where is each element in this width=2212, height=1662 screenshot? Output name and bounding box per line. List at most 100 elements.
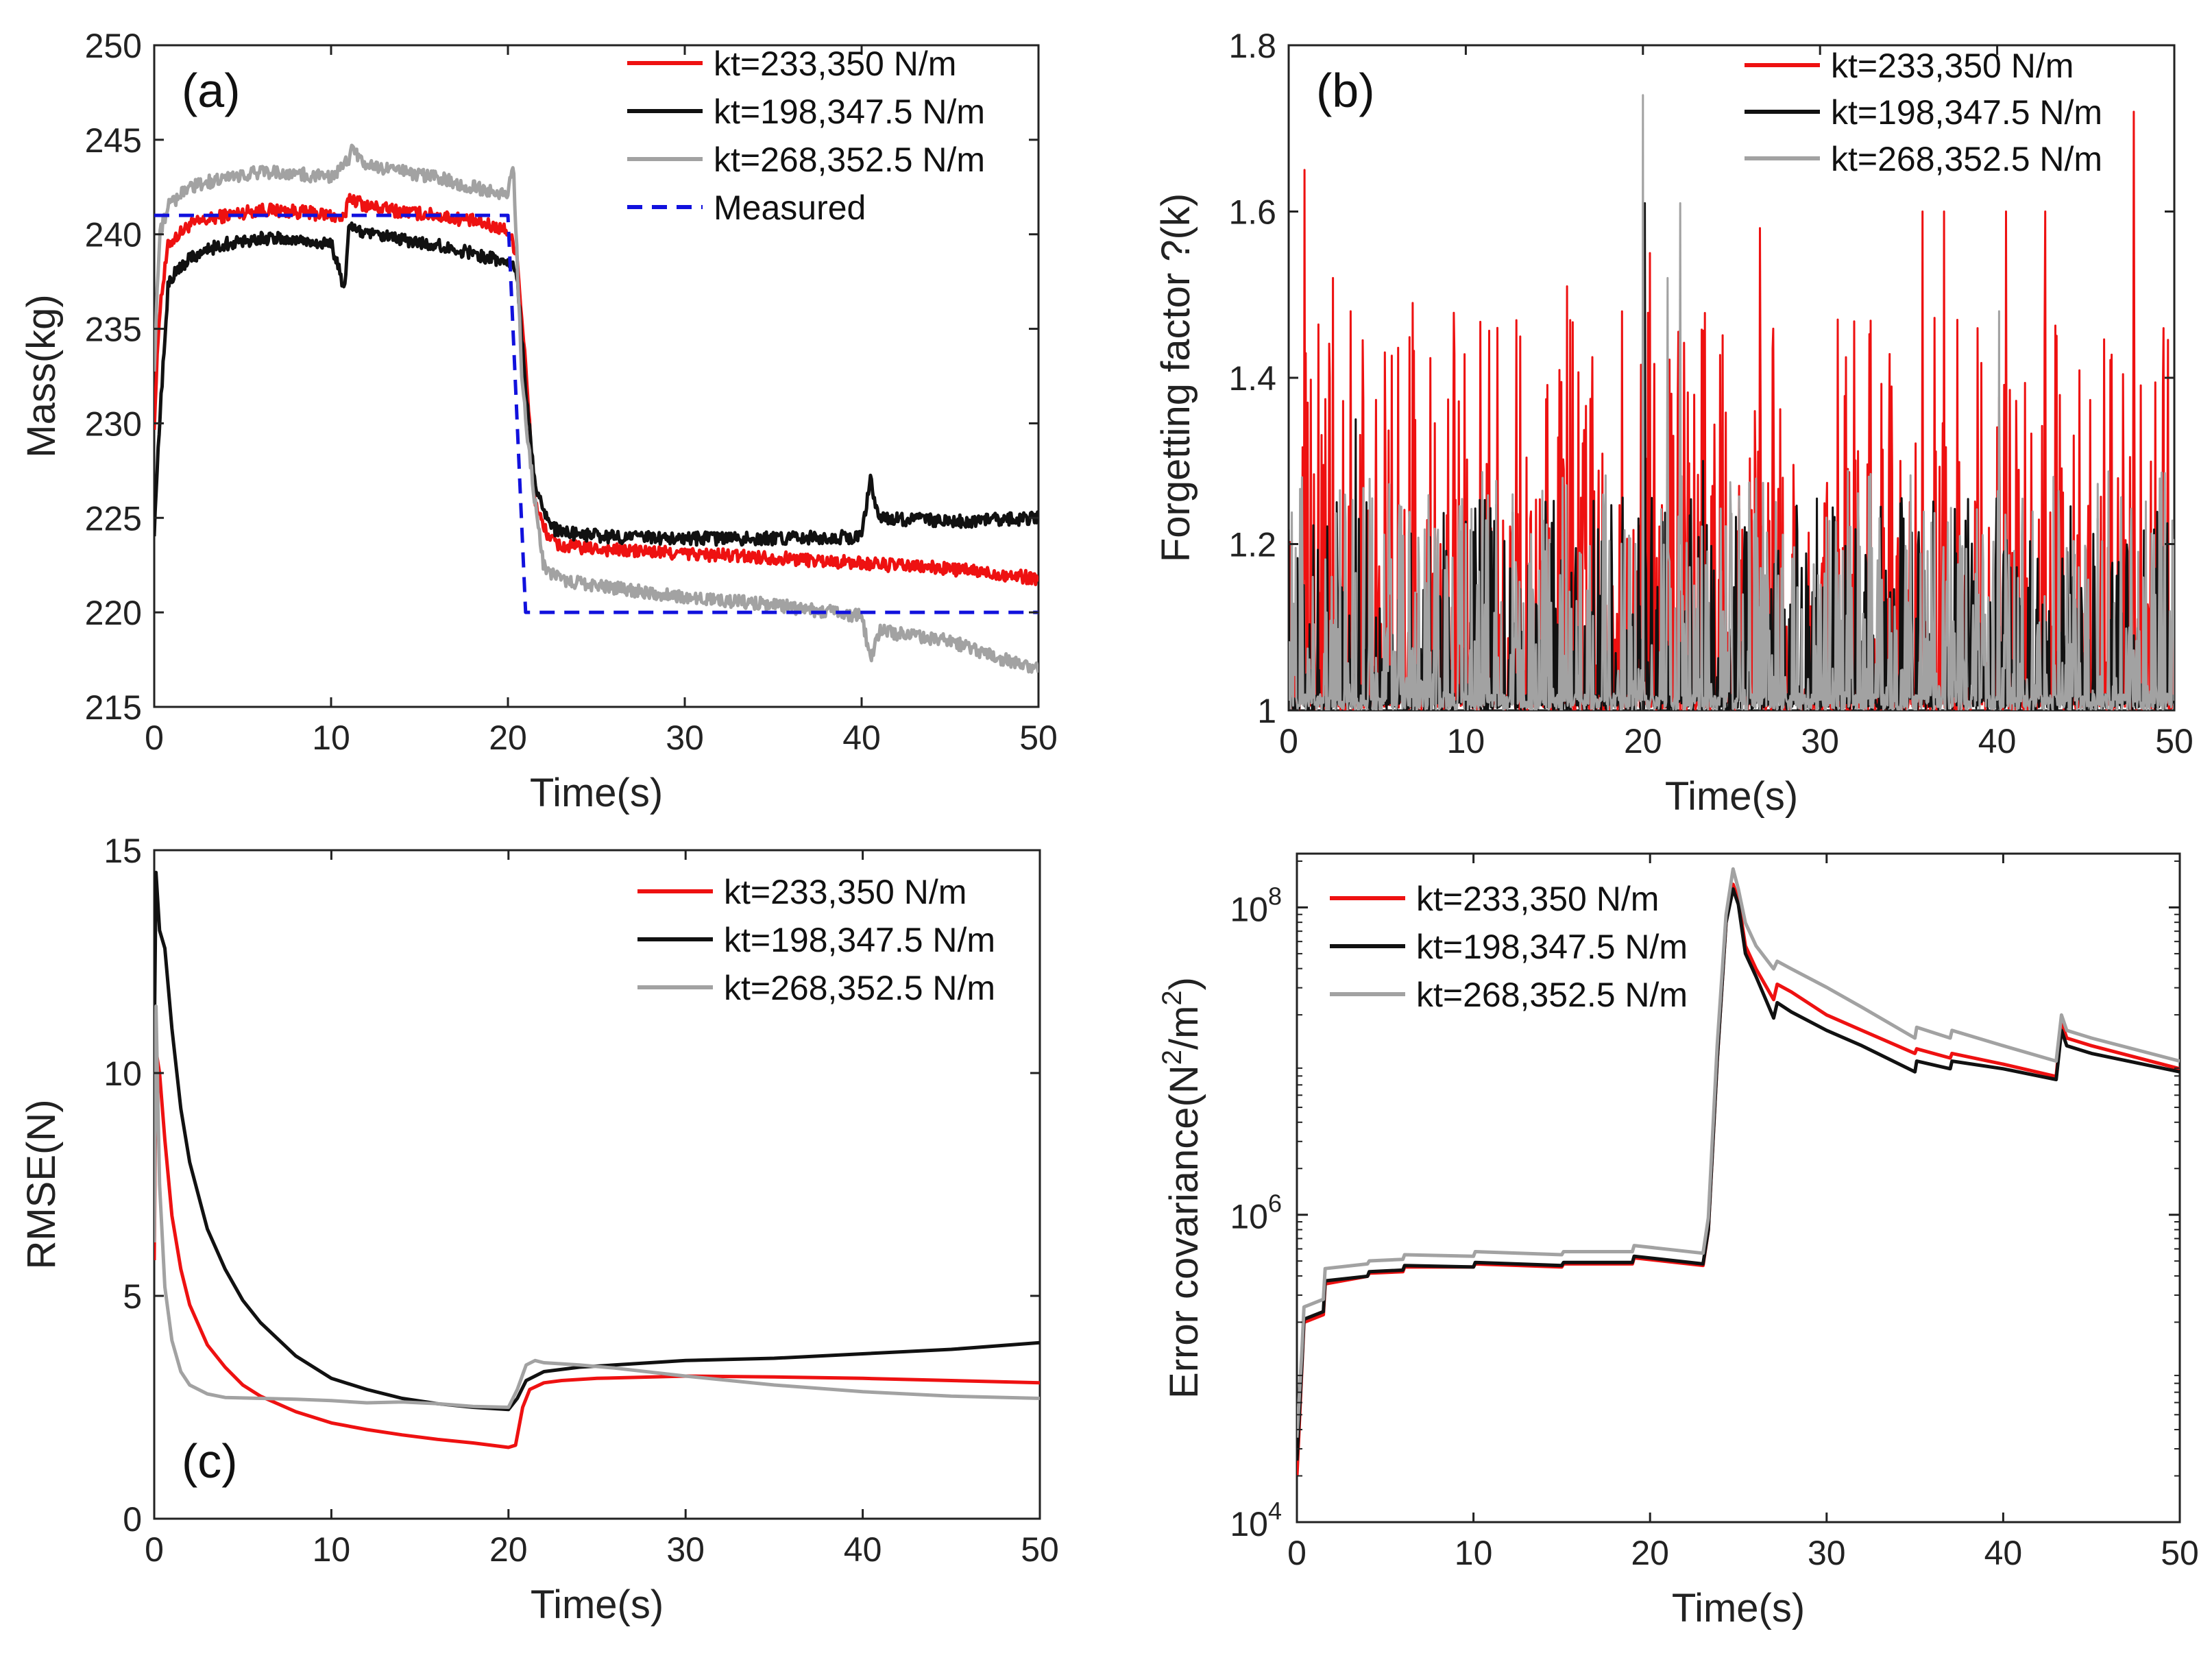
- x-tick-label: 0: [1279, 722, 1298, 760]
- y-tick-exponent: 6: [1268, 1190, 1282, 1218]
- y-axis-label: RMSE(N): [19, 1099, 64, 1269]
- legend-entry-0: kt=233,350 N/m: [1831, 47, 2074, 85]
- y-tick-label: 1.8: [1228, 27, 1276, 65]
- plot-area: [154, 143, 1038, 674]
- x-tick-label: 30: [666, 719, 704, 757]
- legend-entry-2: kt=268,352.5 N/m: [724, 969, 995, 1007]
- y-tick-label: 15: [104, 832, 142, 870]
- y-tick-label: 250: [85, 27, 142, 65]
- panel-a: 0 10 20 30 40 50 Time(s) 215 220 225 230 235 240 245 2…: [19, 27, 1058, 815]
- y-axis-label-sup: 2: [1157, 990, 1187, 1005]
- plot-area: [1297, 867, 2180, 1476]
- y-axis-label-main: Error covariance(N: [1162, 1065, 1206, 1399]
- y-tick-label: 1.4: [1228, 359, 1276, 398]
- y-tick-label: 1.2: [1228, 526, 1276, 564]
- series-line-1: [154, 221, 1038, 547]
- y-tick-exponent: 4: [1268, 1497, 1282, 1525]
- y-tick-label: 108: [1230, 882, 1282, 928]
- plot-frame: [1296, 852, 2181, 1524]
- y-tick-label: 240: [85, 216, 142, 254]
- series-line-0: [154, 1049, 1040, 1449]
- legend-entry-0: kt=233,350 N/m: [714, 45, 956, 83]
- plot-area: [154, 871, 1040, 1449]
- y-tick-label: 0: [123, 1500, 142, 1539]
- x-tick-label: 10: [1455, 1534, 1493, 1572]
- y-axis-label-mid: /m: [1162, 1006, 1206, 1050]
- y-axis-label-sup: 2: [1157, 1050, 1187, 1065]
- y-tick-base: 10: [1230, 1198, 1268, 1236]
- legend-entry-1: kt=198,347.5 N/m: [1416, 928, 1688, 966]
- legend-entry-1: kt=198,347.5 N/m: [724, 921, 995, 959]
- series-line-2: [154, 143, 1038, 674]
- legend-entry-1: kt=198,347.5 N/m: [1831, 93, 2102, 132]
- y-tick-base: 10: [1230, 890, 1268, 928]
- series-line-2: [1297, 867, 2180, 1438]
- legend-entry-2: kt=268,352.5 N/m: [714, 141, 985, 179]
- x-tick-label: 50: [2161, 1534, 2199, 1572]
- x-tick-label: 50: [1021, 1530, 1059, 1569]
- x-axis-label: Time(s): [1665, 774, 1798, 819]
- x-tick-label: 30: [1808, 1534, 1846, 1572]
- y-tick-base: 10: [1230, 1505, 1268, 1543]
- legend-entry-2: kt=268,352.5 N/m: [1831, 140, 2102, 178]
- y-tick-label: 106: [1230, 1190, 1282, 1236]
- y-axis-label-end: ): [1162, 977, 1206, 990]
- y-tick-label: 215: [85, 688, 142, 727]
- x-tick-label: 20: [1624, 722, 1662, 760]
- series-line-1: [1297, 887, 2180, 1461]
- x-tick-label: 40: [1978, 722, 2017, 760]
- y-tick-label: 5: [123, 1277, 142, 1316]
- plot-frame: [153, 849, 1041, 1520]
- legend-entry-1: kt=198,347.5 N/m: [714, 93, 985, 131]
- x-tick-label: 10: [1447, 722, 1485, 760]
- x-tick-label: 10: [312, 719, 350, 757]
- x-axis-label: Time(s): [530, 771, 663, 815]
- x-tick-label: 30: [1801, 722, 1839, 760]
- y-tick-label: 1.6: [1228, 193, 1276, 232]
- plot-frame: [153, 44, 1040, 708]
- legend-entry-2: kt=268,352.5 N/m: [1416, 976, 1688, 1014]
- panel-label: (c): [182, 1434, 238, 1488]
- series-line-2: [154, 1004, 1040, 1409]
- y-tick-label: 235: [85, 311, 142, 349]
- legend-entry-0: kt=233,350 N/m: [1416, 880, 1659, 918]
- x-tick-label: 50: [1019, 719, 1058, 757]
- x-axis-label: Time(s): [1672, 1586, 1805, 1630]
- y-tick-label: 10: [104, 1055, 142, 1093]
- panel-label: (b): [1316, 64, 1375, 117]
- legend-entry-3: Measured: [714, 189, 866, 227]
- series-line-1: [154, 871, 1040, 1412]
- x-tick-label: 0: [145, 1530, 164, 1569]
- y-axis-label: Error covariance(N2/m2): [1157, 977, 1206, 1399]
- panel-c: 0 10 20 30 40 50 Time(s) 0 5 10 15 RMSE(N) (c) kt=233…: [19, 832, 1059, 1627]
- series-line-0: [154, 193, 1038, 586]
- x-tick-label: 40: [844, 1530, 882, 1569]
- y-tick-label: 245: [85, 121, 142, 160]
- y-tick-exponent: 8: [1268, 882, 1282, 910]
- x-tick-label: 40: [1984, 1534, 2023, 1572]
- panel-label: (a): [182, 64, 241, 117]
- x-tick-label: 20: [1631, 1534, 1669, 1572]
- x-tick-label: 10: [313, 1530, 351, 1569]
- series-line-3: [154, 213, 1038, 614]
- y-axis-label: Forgetting factor ?(k): [1154, 193, 1198, 562]
- x-tick-label: 0: [1287, 1534, 1306, 1572]
- x-tick-label: 40: [842, 719, 881, 757]
- x-tick-label: 20: [489, 1530, 528, 1569]
- y-tick-label: 225: [85, 499, 142, 538]
- x-tick-label: 30: [666, 1530, 705, 1569]
- x-tick-label: 0: [145, 719, 164, 757]
- legend-entry-0: kt=233,350 N/m: [724, 873, 967, 911]
- y-axis-label: Mass(kg): [19, 294, 64, 457]
- y-tick-label: 1: [1257, 692, 1276, 730]
- series-line-2: [1289, 94, 2174, 710]
- y-tick-label: 230: [85, 405, 142, 443]
- x-tick-label: 20: [489, 719, 527, 757]
- y-tick-label: 104: [1230, 1497, 1282, 1543]
- y-tick-label: 220: [85, 594, 142, 632]
- x-tick-label: 50: [2155, 722, 2193, 760]
- plot-area: [1289, 94, 2174, 710]
- panel-b: 0 10 20 30 40 50 Time(s) 1 1.2 1.4 1.6 1.8 Forgettin…: [1154, 27, 2193, 819]
